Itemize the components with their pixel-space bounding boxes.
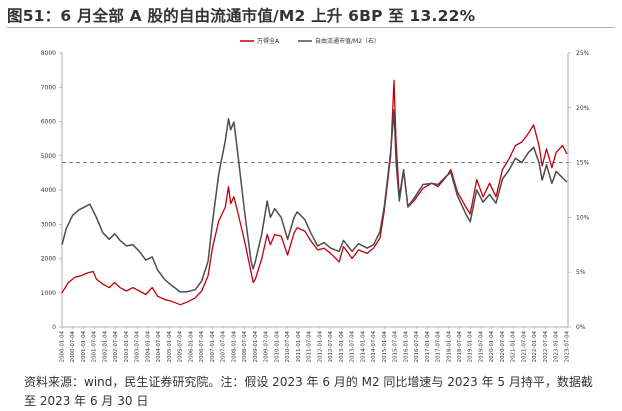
x-tick-label: 2016-01-04 — [403, 330, 409, 362]
figure-source-note: 资料来源：wind，民生证券研究院。注：假设 2023 年 6 月的 M2 同比… — [24, 375, 593, 408]
chart-axes: 0 1000 2000 3000 4000 5000 6000 7000 8000 0% 5% 10%… — [41, 50, 590, 331]
x-tick-label: 2012-07-04 — [328, 330, 334, 362]
y-left-tick-label: 8000 — [41, 50, 56, 57]
x-tick-label: 2005-01-04 — [167, 330, 173, 362]
y-left-tick-label: 7000 — [41, 84, 56, 91]
x-tick-label: 2010-07-04 — [285, 330, 291, 362]
y-left-tick-label: 2000 — [41, 256, 56, 263]
x-tick-label: 2006-07-04 — [199, 330, 205, 362]
legend-item-wind-a-label: 万得全A — [257, 37, 280, 45]
x-tick-label: 2011-01-04 — [296, 330, 302, 362]
x-tick-label: 2019-01-04 — [468, 330, 474, 362]
x-tick-label: 2004-07-04 — [156, 330, 162, 362]
x-tick-label: 2020-01-04 — [489, 330, 495, 362]
y-left-tick-label: 4000 — [41, 187, 56, 194]
x-tick-label: 2003-07-04 — [135, 330, 141, 362]
x-tick-label: 2021-07-04 — [521, 330, 527, 362]
x-tick-label: 2023-01-04 — [554, 330, 560, 362]
y-left-tick-label: 6000 — [41, 119, 56, 126]
x-tick-label: 2004-01-04 — [145, 330, 151, 362]
x-tick-label: 2017-07-04 — [436, 330, 442, 362]
chart-series — [61, 79, 568, 306]
y-left-tick-label: 1000 — [41, 290, 56, 297]
x-tick-label: 2003-01-04 — [124, 330, 130, 362]
x-tick-label: 2013-07-04 — [350, 330, 356, 362]
x-tick-label: 2007-07-04 — [221, 330, 227, 362]
x-tick-label: 2021-01-04 — [511, 330, 517, 362]
x-tick-label: 2006-01-04 — [188, 330, 194, 362]
x-tick-label: 2014-07-04 — [371, 330, 377, 362]
title-divider — [7, 27, 615, 28]
x-tick-label: 2012-01-04 — [317, 330, 323, 362]
x-tick-label: 2002-07-04 — [113, 330, 119, 362]
y-right-tick-label: 20% — [576, 105, 590, 112]
y-left-tick-label: 0 — [52, 324, 56, 331]
chart: 0 1000 2000 3000 4000 5000 6000 7000 8000 0% 5% 10%… — [41, 37, 590, 362]
y-right-tick-label: 0% — [576, 324, 586, 331]
x-tick-label: 2018-01-04 — [446, 330, 452, 362]
x-tick-label: 2005-07-04 — [178, 330, 184, 362]
x-tick-label: 2016-07-04 — [414, 330, 420, 362]
x-axis: 2000-01-04 2000-07-04 2001-01-04 2001-07-04… — [60, 327, 570, 362]
x-tick-label: 2009-07-04 — [264, 330, 270, 362]
y-right-tick-label: 15% — [576, 160, 590, 167]
x-tick-label: 2017-01-04 — [425, 330, 431, 362]
y-left-tick-label: 5000 — [41, 153, 56, 160]
x-tick-label: 2013-01-04 — [339, 330, 345, 362]
chart-legend: 万得全A 自由流通市值/M2（右） — [240, 37, 380, 45]
legend-item-mktcap-m2-label: 自由流通市值/M2（右） — [315, 37, 380, 45]
x-tick-label: 2000-01-04 — [60, 330, 66, 362]
x-tick-label: 2001-01-04 — [81, 330, 87, 362]
x-tick-label: 2002-01-04 — [102, 330, 108, 362]
x-tick-label: 2019-07-04 — [478, 330, 484, 362]
x-tick-label: 2008-07-04 — [242, 330, 248, 362]
x-tick-label: 2007-01-04 — [210, 330, 216, 362]
y-right-tick-label: 5% — [576, 269, 586, 276]
x-tick-label: 2018-07-04 — [457, 330, 463, 362]
x-tick-label: 2008-01-04 — [231, 330, 237, 362]
x-tick-label: 2000-07-04 — [70, 330, 76, 362]
x-tick-label: 2022-01-04 — [532, 330, 538, 362]
x-tick-label: 2015-01-04 — [382, 330, 388, 362]
y-right-tick-label: 25% — [576, 50, 590, 57]
series-line-mktcap-m2 — [61, 109, 568, 293]
x-tick-label: 2022-07-04 — [543, 330, 549, 362]
x-tick-label: 2023-07-04 — [564, 330, 570, 362]
y-left-tick-label: 3000 — [41, 221, 56, 228]
x-tick-label: 2001-07-04 — [92, 330, 98, 362]
x-tick-label: 2014-01-04 — [360, 330, 366, 362]
y-right-tick-label: 10% — [576, 214, 590, 221]
x-tick-label: 2009-01-04 — [253, 330, 259, 362]
figure-title: 图51：6 月全部 A 股的自由流通市值/M2 上升 6BP 至 13.22% — [7, 7, 476, 25]
series-line-wind-a — [61, 79, 568, 306]
x-tick-label: 2010-01-04 — [274, 330, 280, 362]
x-tick-label: 2020-07-04 — [500, 330, 506, 362]
x-tick-label: 2011-07-04 — [307, 330, 313, 362]
x-tick-label: 2015-07-04 — [393, 330, 399, 362]
